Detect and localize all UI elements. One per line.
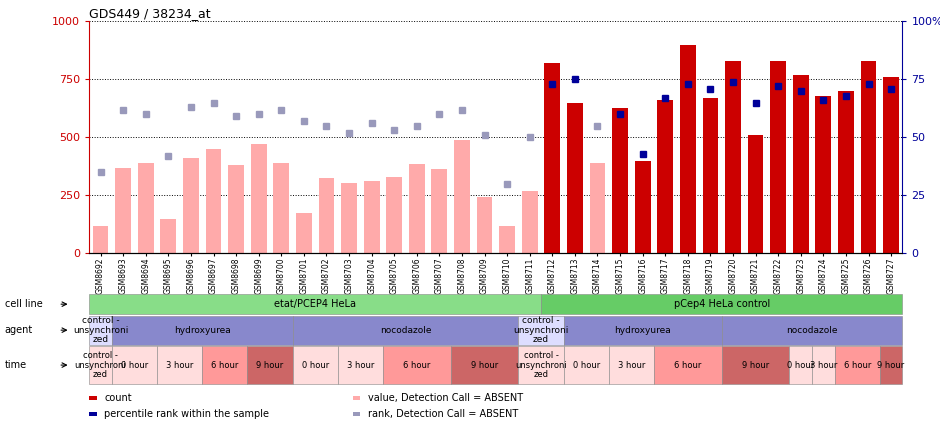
Bar [770,61,786,253]
Text: pCep4 HeLa control: pCep4 HeLa control [674,299,770,309]
Text: 9 hour: 9 hour [257,360,284,370]
Text: hydroxyurea: hydroxyurea [174,325,230,335]
Bar [815,95,831,253]
Text: value, Detection Call = ABSENT: value, Detection Call = ABSENT [368,393,523,403]
Text: 0 hour: 0 hour [302,360,329,370]
Bar [747,135,763,253]
Text: 0 hour: 0 hour [121,360,149,370]
Text: hydroxyurea: hydroxyurea [614,325,671,335]
Text: 9 hour: 9 hour [742,360,769,370]
Bar [319,178,335,253]
Text: GDS449 / 38234_at: GDS449 / 38234_at [89,7,211,20]
Text: 6 hour: 6 hour [674,360,701,370]
Bar [364,181,380,253]
Bar [251,144,267,253]
Bar [522,191,538,253]
Bar [544,63,560,253]
Text: 6 hour: 6 hour [403,360,431,370]
Text: control -
unsynchroni
zed: control - unsynchroni zed [513,316,569,344]
Text: 3 hour: 3 hour [166,360,194,370]
Text: 6 hour: 6 hour [843,360,871,370]
Text: 3 hour: 3 hour [809,360,837,370]
Text: nocodazole: nocodazole [380,325,431,335]
Text: 9 hour: 9 hour [877,360,904,370]
Bar [161,219,177,253]
Text: agent: agent [5,325,33,335]
Bar [589,163,605,253]
Bar [884,77,899,253]
Bar [567,103,583,253]
Text: nocodazole: nocodazole [786,325,838,335]
Text: control -
unsynchroni
zed: control - unsynchroni zed [515,351,567,379]
Text: percentile rank within the sample: percentile rank within the sample [104,409,270,419]
Text: 6 hour: 6 hour [212,360,239,370]
Text: time: time [5,360,27,370]
Bar [409,164,425,253]
Bar [702,98,718,253]
Bar [228,165,244,253]
Bar [725,61,741,253]
Bar [274,163,290,253]
Bar [386,177,402,253]
Bar [612,108,628,253]
Text: control -
unsynchroni
zed: control - unsynchroni zed [73,316,128,344]
Text: count: count [104,393,132,403]
Bar [206,149,222,253]
Bar [454,140,470,253]
Bar [680,44,696,253]
Bar [861,61,876,253]
Bar [477,196,493,253]
Bar [499,226,515,253]
Bar [792,75,808,253]
Text: 0 hour: 0 hour [572,360,600,370]
Bar [341,183,357,253]
Text: cell line: cell line [5,299,42,309]
Bar [431,169,447,253]
Text: 9 hour: 9 hour [471,360,498,370]
Text: 3 hour: 3 hour [618,360,645,370]
Text: 0 hour: 0 hour [787,360,814,370]
Bar [296,213,312,253]
Bar [138,163,153,253]
Bar [116,167,131,253]
Text: control -
unsynchroni
zed: control - unsynchroni zed [74,351,127,379]
Bar [838,91,854,253]
Text: etat/PCEP4 HeLa: etat/PCEP4 HeLa [274,299,356,309]
Text: 3 hour: 3 hour [347,360,374,370]
Bar [183,158,199,253]
Bar [634,161,650,253]
Bar [93,226,108,253]
Text: rank, Detection Call = ABSENT: rank, Detection Call = ABSENT [368,409,518,419]
Bar [657,100,673,253]
